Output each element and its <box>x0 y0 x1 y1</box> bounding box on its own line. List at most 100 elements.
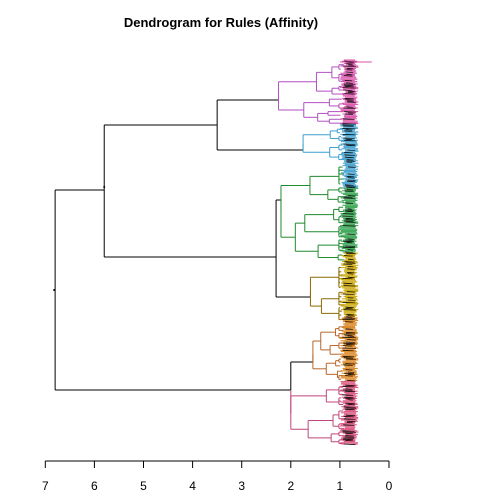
leaf-edge <box>347 404 356 406</box>
leaf-edge <box>347 315 355 317</box>
leaf-edge <box>343 364 353 366</box>
leaf-edge <box>346 159 354 161</box>
leaf-edge <box>344 111 356 113</box>
leaf-edge <box>344 396 354 399</box>
leaf-edge <box>342 215 354 217</box>
leaf-edge <box>345 129 353 131</box>
leaf-edge <box>345 251 353 253</box>
leaf-edge <box>347 101 356 103</box>
leaf-edge <box>342 213 355 215</box>
leaf-edge <box>344 80 353 82</box>
leaf-edge <box>346 176 355 178</box>
leaf-edge <box>342 394 354 396</box>
leaf-edge <box>345 245 355 247</box>
leaf-edge <box>342 118 355 120</box>
leaf-edge <box>345 221 356 223</box>
leaf-edge <box>343 75 353 77</box>
leaf-edge <box>343 438 354 441</box>
leaf-edge <box>342 347 356 349</box>
leaf-edge <box>345 306 354 309</box>
leaf-edge <box>348 166 356 168</box>
leaf-edge <box>348 258 354 261</box>
leaf-edge <box>346 106 354 108</box>
leaf-edge <box>343 437 355 439</box>
leaf-edge <box>347 149 356 151</box>
leaf-edge <box>344 408 355 411</box>
leaf-edge <box>348 195 356 197</box>
leaf-edge <box>344 130 353 132</box>
leaf-edge <box>344 154 355 156</box>
leaf-edge <box>344 184 354 186</box>
olive-cluster <box>309 266 345 321</box>
leaf-edge <box>346 252 356 255</box>
green-cluster <box>280 166 345 261</box>
leaf-edge <box>345 333 356 335</box>
leaf-edge <box>343 83 356 85</box>
leaf-edge <box>344 261 355 263</box>
leaf-edge <box>344 86 354 88</box>
leaf-edge <box>345 321 354 323</box>
leaf-edge <box>345 388 353 390</box>
leaf-edge <box>344 220 354 222</box>
leaf-edge <box>346 422 353 424</box>
leaf-edge <box>345 440 353 442</box>
leaf-edge <box>346 144 356 147</box>
leaf-edge <box>347 208 353 210</box>
leaf-edge <box>345 202 354 204</box>
leaf-edge <box>343 424 355 426</box>
leaf-edge <box>342 386 355 388</box>
leaf-edge <box>342 128 356 130</box>
dendrogram-leaves <box>339 59 372 445</box>
leaf-edge <box>344 375 353 377</box>
leaf-edge <box>347 273 354 275</box>
leaf-edge <box>345 358 356 360</box>
x-tick-label: 3 <box>238 479 245 493</box>
leaf-edge <box>347 233 356 235</box>
leaf-edge <box>343 285 356 287</box>
leaf-edge <box>346 82 354 84</box>
leaf-edge <box>345 384 356 387</box>
leaf-edge <box>342 225 356 227</box>
leaf-edge <box>343 443 356 445</box>
leaf-edge <box>343 342 356 345</box>
leaf-edge <box>342 389 353 391</box>
leaf-edge <box>343 196 353 198</box>
leaf-edge <box>345 332 356 334</box>
leaf-edge <box>342 356 355 358</box>
leaf-edge <box>346 160 356 162</box>
merge-top <box>216 99 304 151</box>
leaf-edge <box>346 420 356 423</box>
leaf-edge <box>345 138 353 141</box>
leaf-edge <box>344 156 354 159</box>
leaf-edge <box>342 65 356 67</box>
x-tick-label: 1 <box>337 479 344 493</box>
leaf-edge <box>343 197 356 199</box>
leaf-edge <box>344 372 355 375</box>
leaf-edge <box>345 369 353 371</box>
chart-title: Dendrogram for Rules (Affinity) <box>124 15 318 30</box>
leaf-edge <box>348 299 356 301</box>
blue-cluster <box>302 128 345 161</box>
merge-pink-branch <box>290 361 313 413</box>
leaf-edge <box>346 262 356 264</box>
leaf-edge <box>344 436 355 438</box>
x-tick-label: 2 <box>287 479 294 493</box>
leaf-edge <box>343 357 354 359</box>
leaf-edge <box>345 341 355 343</box>
leaf-edge <box>345 398 355 400</box>
leaf-edge <box>346 68 354 70</box>
leaf-edge <box>345 209 355 211</box>
leaf-edge <box>344 140 356 142</box>
leaf-edge <box>343 255 353 257</box>
merge-upper <box>103 124 277 258</box>
leaf-edge <box>346 314 354 316</box>
leaf-edge <box>346 63 353 65</box>
leaf-edge <box>342 318 355 321</box>
x-tick-label: 7 <box>42 479 49 493</box>
leaf-edge <box>347 238 355 240</box>
leaf-edge <box>344 93 355 95</box>
leaf-edge <box>347 371 355 373</box>
leaf-edge <box>342 293 355 295</box>
leaf-edge <box>343 406 356 408</box>
